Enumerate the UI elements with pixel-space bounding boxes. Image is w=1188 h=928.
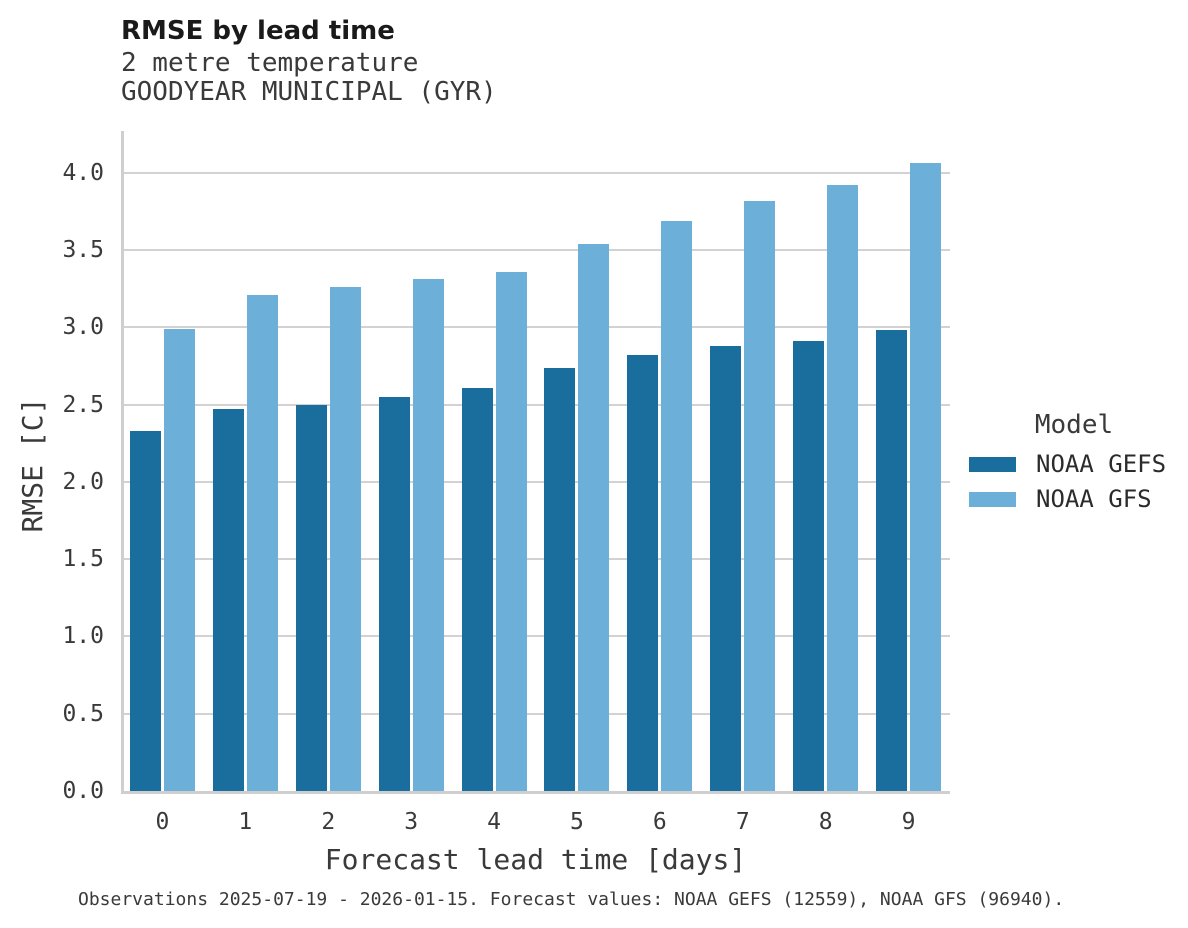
legend-item-noaa-gefs: NOAA GEFS [969, 452, 1179, 476]
bar-noaa-gefs-lead-5 [544, 367, 576, 791]
bar-noaa-gefs-lead-6 [627, 355, 659, 791]
y-tick-label-3.0: 3.0 [62, 314, 104, 341]
y-tick-label-4.0: 4.0 [62, 159, 104, 186]
gridline-3.0 [123, 326, 950, 329]
x-tick-label-9: 9 [901, 809, 916, 835]
bar-noaa-gefs-lead-1 [212, 409, 244, 791]
bar-noaa-gefs-lead-4 [461, 387, 493, 791]
bar-noaa-gfs-lead-6 [661, 220, 693, 791]
x-tick-label-0: 0 [155, 809, 170, 835]
legend-swatch-noaa-gefs [969, 456, 1016, 472]
x-tick-label-5: 5 [570, 809, 584, 835]
legend-swatch-noaa-gfs [969, 491, 1016, 507]
x-tick-label-3: 3 [404, 809, 419, 835]
x-axis-title: Forecast lead time [days] [324, 843, 747, 876]
x-tick-label-7: 7 [735, 809, 750, 835]
chart-subtitle: 2 metre temperature GOODYEAR MUNICIPAL (… [121, 49, 497, 107]
plot-area [121, 131, 950, 794]
legend-item-noaa-gfs: NOAA GFS [969, 487, 1179, 511]
bar-noaa-gfs-lead-0 [163, 328, 195, 791]
gridline-1.5 [123, 558, 950, 561]
bar-noaa-gefs-lead-2 [295, 404, 327, 791]
x-tick-label-1: 1 [238, 809, 253, 835]
x-tick-label-6: 6 [652, 809, 667, 835]
gridline-2.0 [123, 480, 950, 483]
bar-noaa-gefs-lead-7 [710, 345, 742, 791]
y-tick-label-2.0: 2.0 [62, 468, 104, 495]
bar-noaa-gfs-lead-1 [246, 294, 278, 791]
y-tick-label-2.5: 2.5 [62, 391, 104, 418]
caption: Observations 2025-07-19 - 2026-01-15. Fo… [78, 889, 1065, 910]
gridline-0.5 [123, 712, 950, 715]
x-tick-label-4: 4 [487, 809, 501, 835]
bar-noaa-gefs-lead-0 [129, 430, 161, 791]
bar-noaa-gefs-lead-9 [876, 330, 908, 791]
legend-label-noaa-gfs: NOAA GFS [1036, 485, 1152, 513]
gridline-3.5 [123, 249, 950, 252]
bar-noaa-gefs-lead-8 [793, 341, 825, 791]
gridline-4.0 [123, 171, 950, 174]
chart-subtitle-station: GOODYEAR MUNICIPAL (GYR) [121, 77, 497, 107]
bar-noaa-gfs-lead-7 [744, 200, 776, 791]
bar-noaa-gfs-lead-9 [910, 163, 942, 791]
y-tick-label-1.0: 1.0 [62, 623, 104, 650]
y-tick-label-0.5: 0.5 [62, 700, 104, 727]
gridline-1.0 [123, 635, 950, 638]
y-tick-label-3.5: 3.5 [62, 237, 104, 264]
chart-subtitle-variable: 2 metre temperature [121, 48, 419, 78]
chart-title: RMSE by lead time [121, 16, 395, 46]
legend: Model NOAA GEFS NOAA GFS [969, 410, 1179, 522]
bar-noaa-gfs-lead-8 [827, 185, 859, 791]
bar-noaa-gfs-lead-2 [329, 287, 361, 791]
bar-noaa-gefs-lead-3 [378, 396, 410, 791]
y-tick-label-1.5: 1.5 [62, 546, 104, 573]
bar-noaa-gfs-lead-5 [578, 243, 610, 791]
bar-noaa-gfs-lead-4 [495, 271, 527, 791]
gridline-2.5 [123, 403, 950, 406]
x-tick-label-8: 8 [818, 809, 833, 835]
y-tick-label-0.0: 0.0 [62, 778, 104, 804]
y-axis-spine [121, 131, 124, 791]
x-tick-label-2: 2 [321, 809, 336, 835]
legend-title: Model [1034, 410, 1114, 440]
x-axis-spine [121, 791, 950, 794]
bar-noaa-gfs-lead-3 [412, 279, 444, 791]
legend-label-noaa-gefs: NOAA GEFS [1036, 450, 1167, 478]
